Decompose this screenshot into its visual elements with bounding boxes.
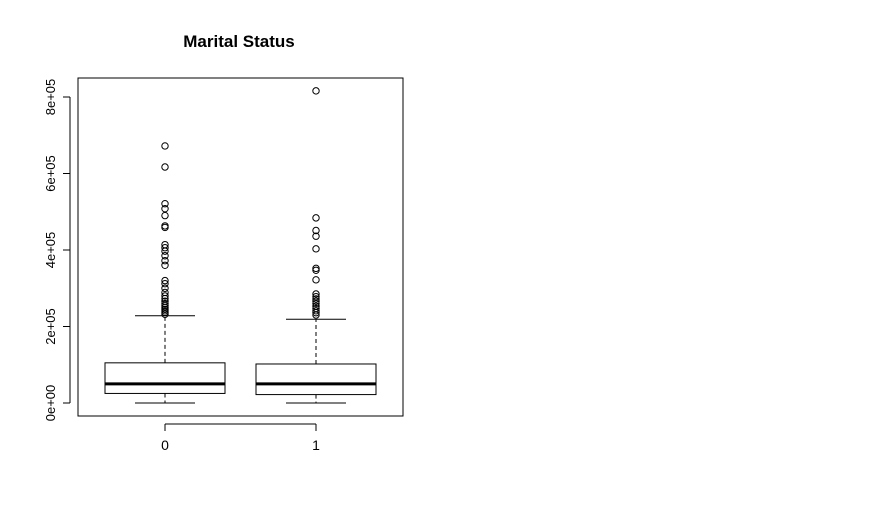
y-tick-label: 6e+05 bbox=[43, 155, 58, 192]
outlier-point bbox=[161, 297, 169, 305]
outlier-point bbox=[161, 163, 169, 171]
outlier-point bbox=[312, 290, 320, 298]
outlier-point bbox=[161, 305, 169, 313]
outlier-point bbox=[312, 307, 320, 315]
outlier-point bbox=[312, 226, 320, 235]
y-axis: 0e+00 2e+05 4e+05 6e+05 8e+05 bbox=[43, 79, 71, 422]
outlier-point bbox=[161, 211, 169, 220]
box-group-1 bbox=[255, 87, 377, 404]
y-tick-label: 4e+05 bbox=[43, 232, 58, 269]
outlier-point bbox=[312, 295, 320, 303]
x-tick-label: 0 bbox=[161, 437, 169, 453]
outlier-point bbox=[161, 284, 169, 292]
y-tick-label: 0e+00 bbox=[43, 385, 58, 422]
outlier-point bbox=[161, 142, 169, 150]
iqr-box bbox=[104, 362, 226, 394]
box-group-0 bbox=[104, 142, 226, 404]
outlier-point bbox=[161, 204, 169, 213]
outlier-point bbox=[312, 245, 320, 253]
outlier-point bbox=[161, 222, 169, 230]
outlier-point bbox=[161, 276, 169, 285]
outlier-point bbox=[161, 240, 169, 249]
y-tick-label: 2e+05 bbox=[43, 308, 58, 345]
outlier-point bbox=[161, 200, 169, 208]
outlier-point bbox=[161, 244, 169, 252]
outlier-point bbox=[161, 261, 169, 269]
outlier-point bbox=[161, 292, 169, 300]
chart-title: Marital Status bbox=[183, 32, 294, 51]
x-tick-label: 1 bbox=[312, 437, 320, 453]
outlier-point bbox=[312, 302, 320, 310]
outlier-point bbox=[312, 297, 320, 305]
boxplot-series bbox=[104, 87, 377, 404]
outlier-point bbox=[312, 87, 320, 95]
outlier-point bbox=[312, 232, 320, 240]
outlier-point bbox=[312, 266, 320, 274]
iqr-box bbox=[255, 363, 377, 396]
outlier-point bbox=[161, 288, 169, 297]
outlier-point bbox=[161, 279, 169, 288]
outlier-point bbox=[312, 276, 320, 284]
outlier-point bbox=[161, 257, 169, 265]
outlier-point bbox=[161, 299, 169, 308]
outlier-point bbox=[161, 252, 169, 260]
outlier-point bbox=[312, 214, 320, 222]
outlier-point bbox=[312, 292, 320, 301]
outlier-point bbox=[312, 264, 320, 273]
plot-frame bbox=[77, 77, 404, 417]
outlier-point bbox=[312, 304, 320, 313]
y-tick-label: 8e+05 bbox=[43, 79, 58, 116]
